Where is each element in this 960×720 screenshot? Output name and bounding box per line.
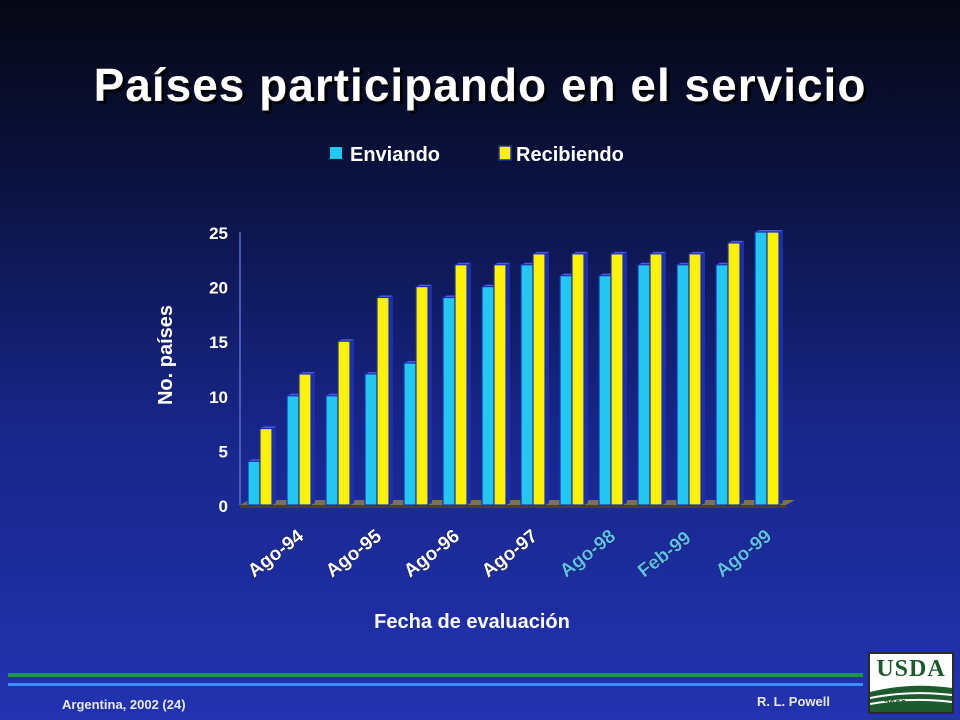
legend-label-recibiendo: Recibiendo [516,144,624,166]
legend-swatch-enviando [330,147,342,159]
x-tick-labels: Ago-94 Ago-95 Ago-96 Ago-97 Ago-98 Feb-99 Ago-… [244,525,776,582]
y-tick-label: 15 [209,333,228,352]
chart-floor [240,500,795,505]
bar-recibiendo [649,251,666,506]
bar-recibiendo [571,251,588,506]
bar-recibiendo [376,295,393,506]
chart-axes [239,232,795,508]
y-tick-label: 10 [209,388,228,407]
footer-line-green [8,673,863,677]
y-tick-label: 0 [219,497,228,516]
legend-swatch-recibiendo [498,145,512,161]
footer-author: R. L. Powell [757,694,830,709]
y-tick-labels: 0 5 10 15 20 25 [209,224,228,516]
bar-recibiendo [259,426,276,506]
x-tick-label: Ago-94 [244,525,308,581]
y-axis-label: No. países [155,305,177,405]
bar-recibiendo [415,284,432,506]
usda-logo-fields [870,685,952,712]
y-tick-label: 5 [219,442,228,461]
bar-recibiendo [532,251,549,506]
slide-title: Países participando en el servicio [93,59,867,111]
bar-recibiendo [727,240,744,506]
chart-legend: Enviando Recibiendo [330,144,624,166]
bar-recibiendo [493,262,510,506]
bar-recibiendo [454,262,471,506]
chart-bars [247,230,783,506]
bar-recibiendo [766,230,783,506]
x-tick-label: Ago-99 [712,526,776,582]
x-tick-label: Ago-97 [478,526,542,582]
bar-recibiendo [337,339,354,506]
footer-line-blue [8,683,863,686]
y-tick-label: 20 [209,279,228,298]
bar-recibiendo [298,371,315,506]
bar-recibiendo [610,251,627,506]
x-tick-label: Ago-96 [400,526,464,582]
y-tick-label: 25 [209,224,228,243]
usda-logo-text: USDA [876,656,946,682]
bar-recibiendo [688,251,705,506]
usda-logo: USDA 2002 [868,652,954,714]
chart-floor-edge [240,505,786,508]
x-tick-label: Ago-95 [322,525,386,581]
footer-source: Argentina, 2002 (24) [62,697,186,712]
x-axis-label: Fecha de evaluación [374,611,570,633]
legend-label-enviando: Enviando [350,144,440,166]
x-tick-label: Feb-99 [634,528,695,582]
x-tick-label: Ago-98 [556,526,620,582]
usda-logo-year: 2002 [884,699,907,710]
